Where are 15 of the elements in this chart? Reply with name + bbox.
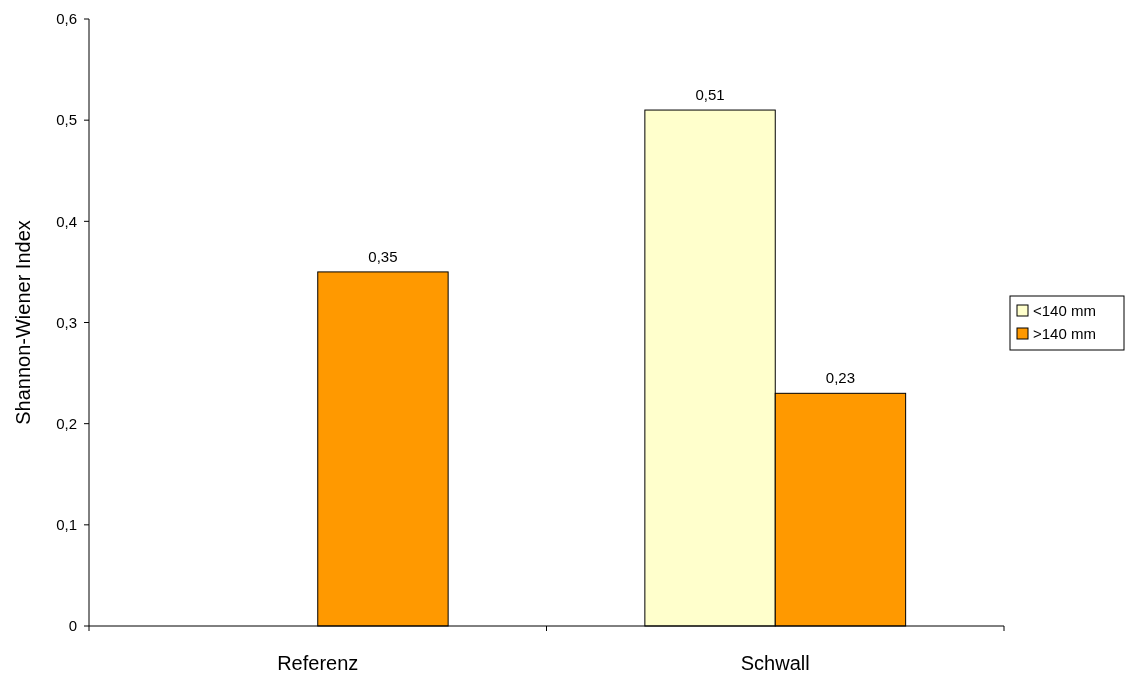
y-tick-label: 0 — [68, 617, 77, 635]
legend-label: >140 mm — [1033, 325, 1096, 343]
data-label: 0,51 — [695, 86, 725, 104]
y-axis-title: Shannon-Wiener Index — [12, 220, 34, 425]
y-tick-label: 0,4 — [56, 212, 77, 230]
data-label: 0,23 — [825, 369, 856, 387]
data-label: 0,35 — [368, 247, 398, 265]
y-tick-label: 0,2 — [56, 414, 77, 432]
legend-label: <140 mm — [1033, 302, 1096, 320]
y-tick-label: 0,1 — [56, 516, 77, 534]
y-tick-label: 0,6 — [56, 10, 77, 28]
y-tick-label: 0,5 — [56, 111, 77, 129]
x-tick-label: Schwall — [740, 652, 810, 674]
y-tick-label: 0,3 — [56, 313, 77, 331]
x-tick-label: Referenz — [277, 652, 359, 674]
